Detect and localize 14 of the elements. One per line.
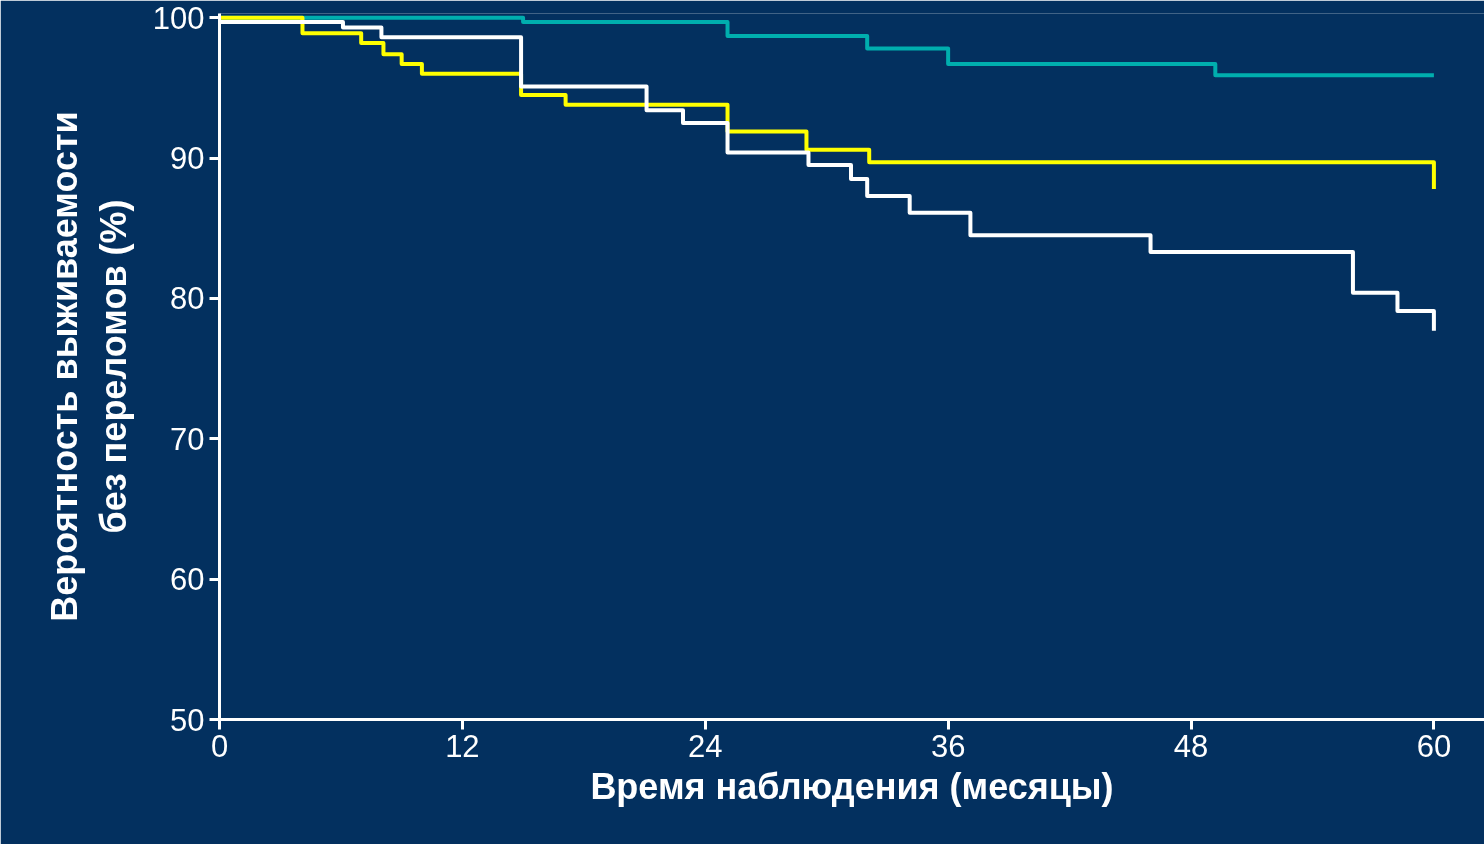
y-tick-label: 80 [170,281,205,317]
y-tick-label: 100 [152,0,205,36]
x-tick-label: 36 [930,728,966,764]
x-tick-label: 0 [210,728,229,764]
y-axis-title: Вероятность выживаемости без переломов (%) [43,111,134,622]
x-axis-title: Время наблюдения (месяцы) [590,765,1114,807]
x-tick-label: 24 [688,728,723,764]
x-tick-label: 12 [445,728,480,764]
y-tick-label: 60 [170,562,205,598]
x-tick-label: 48 [1173,728,1209,764]
y-tick-label: 70 [170,421,205,457]
y-tick-label: 50 [170,702,205,738]
y-tick-label: 90 [170,141,205,177]
x-tick-label: 60 [1416,728,1452,764]
